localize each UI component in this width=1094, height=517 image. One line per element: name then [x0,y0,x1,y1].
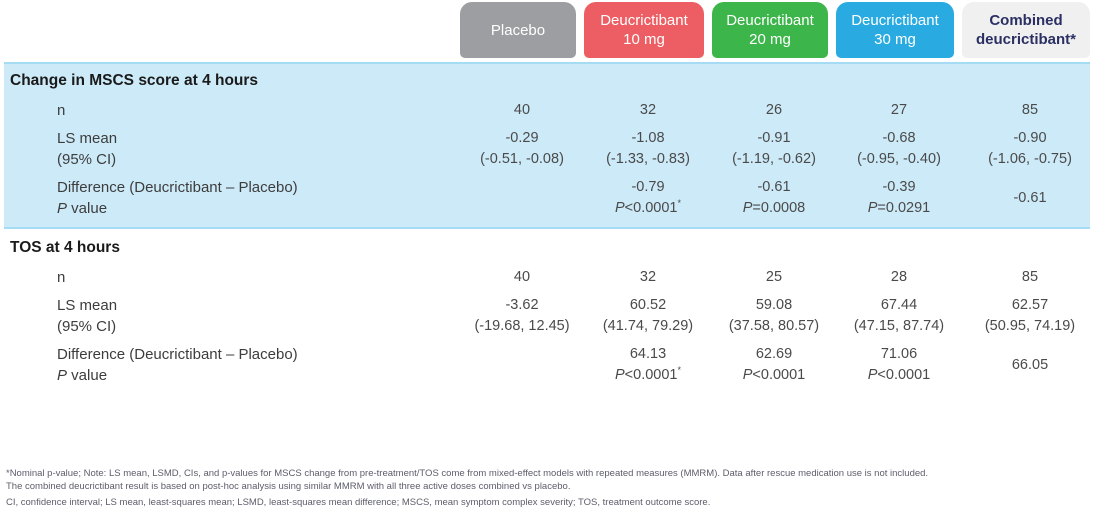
column-label-line2: 20 mg [749,31,791,48]
section-mscs: Change in MSCS score at 4 hours n 40 32 … [4,62,1090,229]
column-label: Deucrictibant [726,12,814,29]
column-pill-placebo: Placebo [460,2,576,58]
row-label-line1: Difference (Deucrictibant – Placebo) [57,179,298,196]
row-label-difference: Difference (Deucrictibant – Placebo) P v… [4,344,460,386]
row-label-n: n [57,268,66,286]
cell-mscs-diff-combined: -0.61 [1013,189,1047,206]
section-tos: TOS at 4 hours n 40 32 25 28 85 LS mean … [4,229,1090,394]
footnotes: *Nominal p-value; Note: LS mean, LSMD, C… [6,468,1088,509]
cell-tos-n-combined: 85 [1021,268,1039,285]
table-row-tos-n: n 40 32 25 28 85 [4,262,1090,292]
cell-mscs-n-30mg: 27 [890,101,908,118]
column-pill-deucrictibant-20mg: Deucrictibant 20 mg [712,2,828,58]
cell-mscs-diff-10mg: -0.79 P<0.0001* [614,179,681,216]
cell-mscs-ls-20mg: -0.91 (-1.19, -0.62) [732,130,816,167]
row-label-pvalue: P value [57,367,108,384]
row-label-line2: (95% CI) [57,318,117,335]
cell-tos-diff-30mg: 71.06 P<0.0001 [867,346,931,383]
section-title-tos: TOS at 4 hours [10,239,120,256]
cell-mscs-ls-10mg: -1.08 (-1.33, -0.83) [606,130,690,167]
cell-tos-ls-combined: 62.57 (50.95, 74.19) [984,297,1076,334]
row-label-n: n [57,101,66,119]
cell-mscs-ls-30mg: -0.68 (-0.95, -0.40) [857,130,941,167]
cell-tos-n-placebo: 40 [513,268,531,285]
cell-mscs-n-20mg: 26 [765,101,783,118]
cell-tos-diff-20mg: 62.69 P<0.0001 [742,346,806,383]
column-label: Deucrictibant [851,12,939,29]
row-label-pvalue: P value [57,200,108,217]
footnote-line-1: *Nominal p-value; Note: LS mean, LSMD, C… [6,468,929,479]
column-pill-deucrictibant-30mg: Deucrictibant 30 mg [836,2,954,58]
column-pill-deucrictibant-10mg: Deucrictibant 10 mg [584,2,704,58]
cell-tos-diff-combined: 66.05 [1011,356,1049,373]
row-label-line1: LS mean [57,297,118,314]
column-label-line2: deucrictibant* [975,31,1077,48]
column-label: Placebo [490,21,546,39]
cell-mscs-ls-combined: -0.90 (-1.06, -0.75) [988,130,1072,167]
column-pill-combined-deucrictibant: Combined deucrictibant* [962,2,1090,58]
row-label-line2: (95% CI) [57,151,117,168]
row-label-lsmean: LS mean (95% CI) [4,295,460,337]
column-label: Combined [989,12,1063,29]
footnote-line-2: The combined deucrictibant result is bas… [6,480,571,492]
cell-tos-n-20mg: 25 [765,268,783,285]
cell-mscs-n-10mg: 32 [639,101,657,118]
table-row-mscs-lsmean: LS mean (95% CI) -0.29 (-0.51, -0.08) -1.… [4,125,1090,173]
row-label-lsmean: LS mean (95% CI) [4,128,460,170]
cell-tos-ls-20mg: 59.08 (37.58, 80.57) [728,297,820,334]
table-row-tos-lsmean: LS mean (95% CI) -3.62 (-19.68, 12.45) 60… [4,292,1090,340]
cell-mscs-n-combined: 85 [1021,101,1039,118]
row-label-line1: Difference (Deucrictibant – Placebo) [57,346,298,363]
section-title-mscs: Change in MSCS score at 4 hours [10,72,259,89]
cell-mscs-ls-placebo: -0.29 (-0.51, -0.08) [480,130,564,167]
table-header-row: Placebo Deucrictibant 10 mg Deucrictiban… [0,0,1094,62]
cell-tos-ls-placebo: -3.62 (-19.68, 12.45) [474,297,570,334]
cell-tos-diff-10mg: 64.13 P<0.0001* [614,346,681,383]
column-label-line2: 10 mg [623,31,665,48]
table-row-mscs-n: n 40 32 26 27 85 [4,95,1090,125]
row-label-difference: Difference (Deucrictibant – Placebo) P v… [4,177,460,219]
table-row-mscs-difference: Difference (Deucrictibant – Placebo) P v… [4,175,1090,221]
column-label: Deucrictibant [600,12,688,29]
cell-tos-ls-30mg: 67.44 (47.15, 87.74) [853,297,945,334]
row-label-line1: LS mean [57,130,118,147]
cell-tos-ls-10mg: 60.52 (41.74, 79.29) [602,297,694,334]
cell-mscs-n-placebo: 40 [513,101,531,118]
cell-tos-n-30mg: 28 [890,268,908,285]
footnote-line-3: CI, confidence interval; LS mean, least-… [6,496,711,508]
cell-mscs-diff-30mg: -0.39 P=0.0291 [867,179,931,216]
table-row-tos-difference: Difference (Deucrictibant – Placebo) P v… [4,342,1090,388]
cell-tos-n-10mg: 32 [639,268,657,285]
cell-mscs-diff-20mg: -0.61 P=0.0008 [742,179,806,216]
column-label-line2: 30 mg [874,31,916,48]
